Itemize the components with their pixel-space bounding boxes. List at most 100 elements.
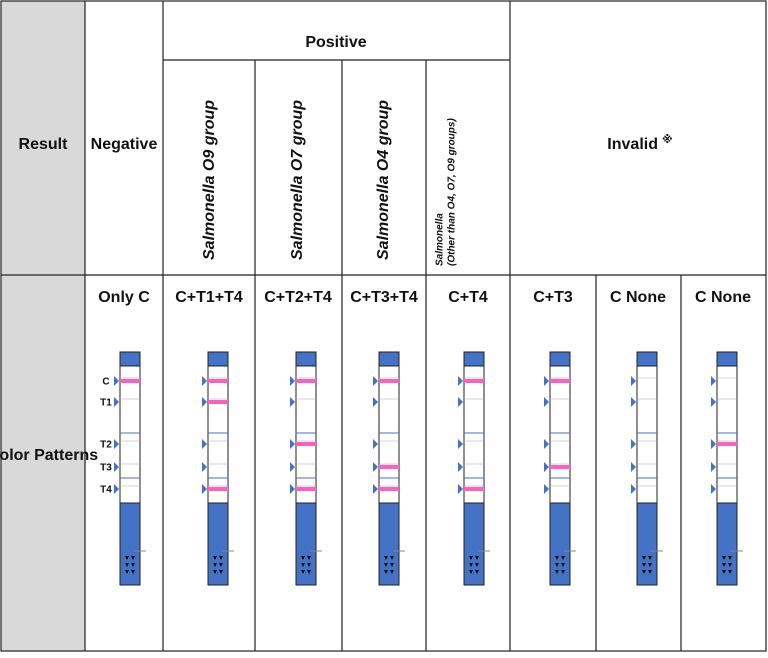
line-arrow — [114, 484, 119, 494]
flow-arrow — [131, 563, 135, 567]
line-arrow — [711, 484, 716, 494]
line-arrow — [373, 484, 378, 494]
strip-pad — [636, 502, 658, 586]
line-arrow — [202, 397, 207, 407]
flow-arrow — [390, 563, 394, 567]
flow-arrow — [125, 570, 129, 574]
flow-arrow — [642, 570, 646, 574]
color-band — [464, 487, 484, 491]
flow-arrow — [301, 570, 305, 574]
color-band — [296, 487, 316, 491]
flow-arrow — [384, 570, 388, 574]
flow-arrow — [469, 563, 473, 567]
strip-cap — [549, 351, 571, 367]
flow-arrow — [213, 563, 217, 567]
flow-arrow — [722, 570, 726, 574]
row-header-text: Color Patterns — [0, 447, 98, 464]
pattern-label: Only C — [98, 289, 150, 306]
color-band — [208, 487, 228, 491]
color-band — [379, 487, 399, 491]
strip-cap — [207, 351, 229, 367]
header-cell — [1, 275, 85, 651]
flow-arrow — [307, 563, 311, 567]
line-arrow — [544, 376, 549, 386]
flow-arrow — [648, 556, 652, 560]
flow-arrow — [728, 570, 732, 574]
line-arrow — [290, 376, 295, 386]
flow-arrow — [384, 563, 388, 567]
strip-pad — [378, 502, 400, 586]
line-arrow — [458, 376, 463, 386]
color-band — [717, 442, 737, 446]
header-cell — [1, 1, 85, 275]
color-band — [379, 379, 399, 383]
strip-pad — [463, 502, 485, 586]
flow-arrow — [561, 556, 565, 560]
flow-arrow — [384, 556, 388, 560]
flow-arrow — [555, 570, 559, 574]
strip-cap — [716, 351, 738, 367]
invalid-label: Invalid — [607, 136, 658, 153]
line-label: T4 — [100, 485, 112, 496]
color-band — [208, 379, 228, 383]
strip-cap — [295, 351, 317, 367]
line-arrow — [114, 462, 119, 472]
flow-arrow — [722, 563, 726, 567]
color-band — [208, 400, 228, 404]
flow-arrow — [642, 563, 646, 567]
flow-arrow — [219, 563, 223, 567]
flow-arrow — [131, 570, 135, 574]
line-arrow — [631, 376, 636, 386]
row-header: Result — [19, 136, 69, 153]
invalid-header: Invalid ※ — [607, 134, 672, 153]
line-label: T2 — [100, 440, 112, 451]
strip-cap — [378, 351, 400, 367]
flow-arrow — [561, 563, 565, 567]
color-band — [296, 442, 316, 446]
flow-arrow — [475, 563, 479, 567]
flow-arrow — [555, 563, 559, 567]
line-arrow — [373, 397, 378, 407]
line-label: T3 — [100, 463, 112, 474]
pattern-label: C+T2+T4 — [264, 289, 332, 306]
line-arrow — [711, 397, 716, 407]
line-arrow — [114, 439, 119, 449]
color-band — [379, 465, 399, 469]
strip-cap — [636, 351, 658, 367]
flow-arrow — [219, 570, 223, 574]
flow-arrow — [475, 570, 479, 574]
row-header: Color Patterns — [0, 447, 98, 464]
color-band — [296, 379, 316, 383]
line-arrow — [711, 376, 716, 386]
group-label: Salmonella O4 group — [375, 100, 392, 260]
line-arrow — [202, 376, 207, 386]
flow-arrow — [307, 556, 311, 560]
color-band — [550, 465, 570, 469]
flow-arrow — [469, 570, 473, 574]
line-arrow — [373, 462, 378, 472]
color-band — [120, 379, 140, 383]
strip-cap — [119, 351, 141, 367]
flow-arrow — [390, 570, 394, 574]
line-arrow — [373, 439, 378, 449]
group-label: Salmonella — [435, 213, 446, 266]
line-arrow — [290, 484, 295, 494]
line-arrow — [290, 439, 295, 449]
flow-arrow — [555, 556, 559, 560]
line-arrow — [458, 397, 463, 407]
flow-arrow — [469, 556, 473, 560]
line-arrow — [458, 462, 463, 472]
line-arrow — [544, 397, 549, 407]
group-label: Salmonella O7 group — [289, 100, 306, 260]
flow-arrow — [722, 556, 726, 560]
group-label: Salmonella O9 group — [201, 100, 218, 260]
line-arrow — [544, 462, 549, 472]
flow-arrow — [307, 570, 311, 574]
flow-arrow — [728, 563, 732, 567]
line-arrow — [711, 462, 716, 472]
negative-header: Negative — [91, 136, 158, 153]
line-arrow — [631, 484, 636, 494]
positive-header: Positive — [305, 34, 366, 51]
strip-pad — [207, 502, 229, 586]
